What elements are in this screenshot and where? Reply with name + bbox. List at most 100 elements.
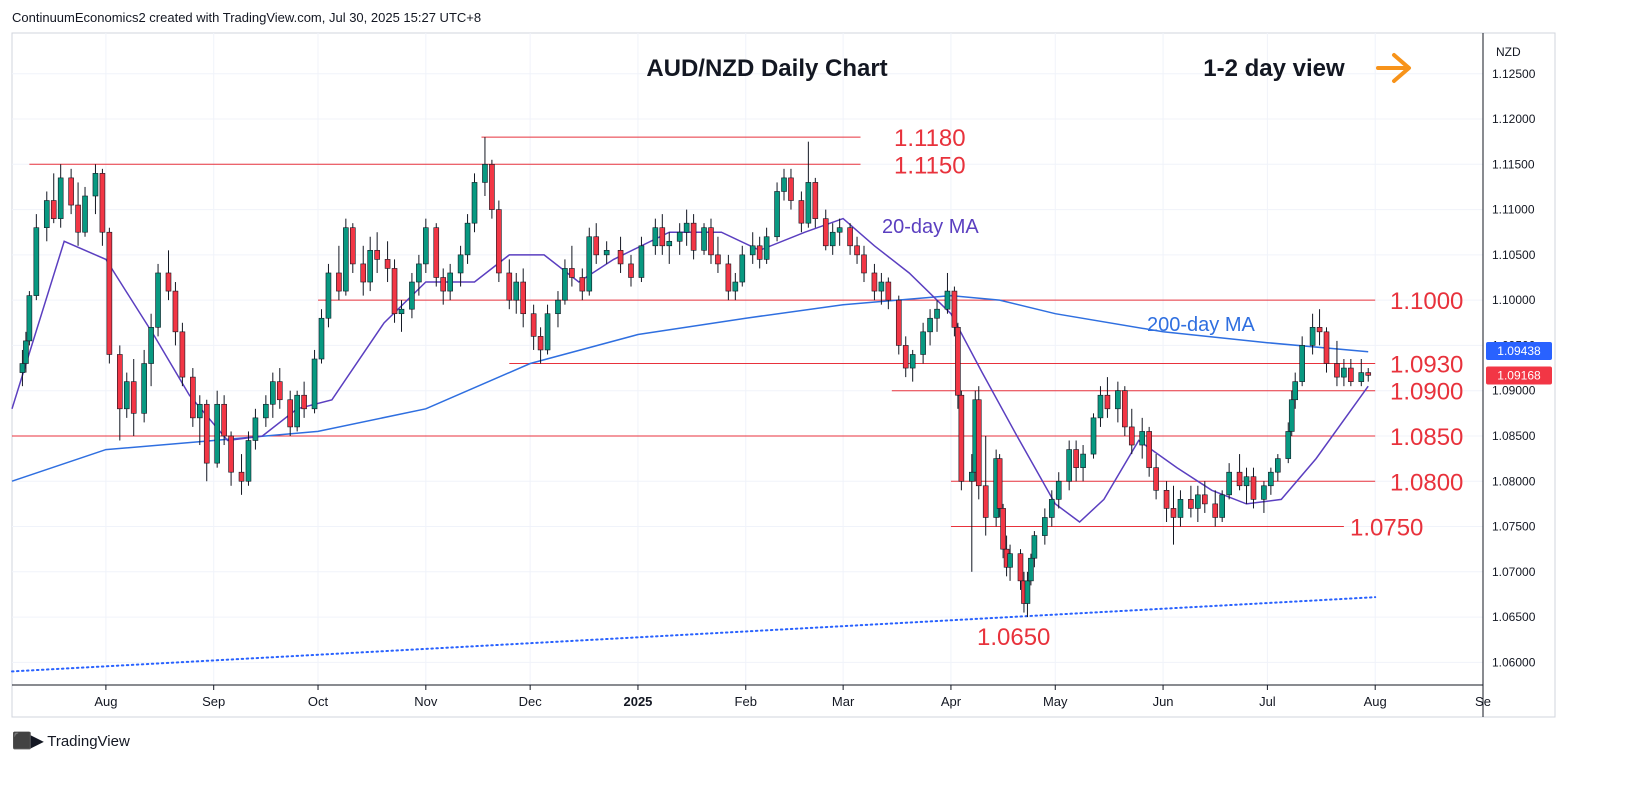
candle-body bbox=[196, 403, 203, 419]
candle-body bbox=[416, 263, 422, 283]
y-tick-label: 1.09000 bbox=[1492, 384, 1536, 398]
candle-body bbox=[409, 281, 415, 310]
chart-frame bbox=[11, 32, 1556, 718]
candle bbox=[482, 137, 488, 196]
tradingview-logo[interactable]: ⬛▶ TradingView bbox=[12, 731, 130, 751]
candle bbox=[1188, 485, 1194, 518]
candle bbox=[23, 331, 29, 373]
candle bbox=[1007, 544, 1013, 581]
candle bbox=[774, 182, 780, 242]
candle bbox=[638, 236, 645, 283]
candle-body bbox=[1090, 417, 1097, 455]
candle-body bbox=[1153, 467, 1159, 491]
candle-body bbox=[1201, 494, 1208, 505]
candle-body bbox=[1048, 499, 1055, 518]
x-tick-label: Mar bbox=[832, 694, 855, 709]
candle-body bbox=[263, 403, 269, 419]
candle-body bbox=[276, 381, 283, 401]
level-label: 1.0900 bbox=[1390, 379, 1463, 406]
candle bbox=[756, 236, 763, 269]
candle-body bbox=[909, 354, 916, 369]
candle-body bbox=[1017, 553, 1024, 582]
candle-body bbox=[739, 254, 746, 283]
candle-body bbox=[822, 218, 829, 247]
candle-body bbox=[270, 381, 276, 405]
candle-body bbox=[1066, 449, 1072, 482]
candle-body bbox=[895, 299, 902, 346]
candle-body bbox=[318, 317, 325, 360]
candle-body bbox=[130, 381, 137, 414]
candle bbox=[1341, 359, 1347, 387]
candle-body bbox=[179, 331, 186, 378]
candle bbox=[391, 259, 398, 323]
candle-body bbox=[43, 200, 50, 228]
candle bbox=[732, 272, 739, 301]
candle bbox=[996, 454, 1003, 518]
candle-body bbox=[715, 254, 721, 265]
candle bbox=[57, 164, 64, 228]
candle-body bbox=[562, 268, 568, 301]
price-tag-label: 1.09168 bbox=[1497, 368, 1541, 382]
candle-body bbox=[336, 272, 342, 292]
candle bbox=[701, 223, 707, 255]
candle bbox=[927, 309, 933, 346]
candle-body bbox=[1365, 372, 1372, 376]
candle bbox=[360, 245, 367, 296]
candle bbox=[117, 345, 123, 441]
candle bbox=[252, 408, 259, 450]
candle-body bbox=[99, 173, 106, 233]
candle bbox=[165, 250, 172, 301]
candle bbox=[423, 218, 429, 273]
candle bbox=[68, 168, 74, 215]
candle-body bbox=[666, 240, 673, 247]
candle bbox=[263, 395, 269, 427]
candle bbox=[530, 304, 537, 350]
candle-body bbox=[1292, 381, 1299, 401]
y-tick-label: 1.06500 bbox=[1492, 610, 1536, 624]
candle-body bbox=[447, 272, 453, 292]
candle bbox=[270, 372, 276, 418]
candle-body bbox=[19, 363, 26, 373]
candle-body bbox=[238, 471, 245, 482]
candle-body bbox=[1128, 426, 1135, 446]
candle bbox=[1031, 531, 1038, 568]
candle bbox=[617, 236, 624, 273]
candle-body bbox=[520, 281, 526, 315]
candle bbox=[951, 286, 958, 337]
candle-body bbox=[788, 177, 794, 201]
candle bbox=[1299, 336, 1305, 387]
x-tick-label: Jul bbox=[1259, 694, 1276, 709]
candle bbox=[1358, 359, 1365, 387]
candle bbox=[1288, 390, 1295, 436]
candle-body bbox=[148, 327, 154, 364]
x-tick-label: Aug bbox=[1364, 694, 1387, 709]
candle bbox=[43, 191, 50, 242]
candle bbox=[349, 223, 356, 273]
candle-body bbox=[861, 254, 867, 274]
candle bbox=[725, 254, 732, 301]
arrow-right-icon bbox=[1376, 53, 1411, 83]
candle-body bbox=[325, 272, 332, 319]
price-tag-label: 1.09438 bbox=[1497, 344, 1541, 358]
candle bbox=[99, 168, 106, 246]
candle bbox=[1170, 485, 1177, 545]
candle bbox=[433, 223, 440, 287]
candle-body bbox=[756, 245, 763, 260]
candle-body bbox=[57, 177, 64, 219]
candle-body bbox=[1195, 494, 1201, 509]
candle bbox=[934, 300, 940, 332]
candle bbox=[763, 227, 770, 264]
price-tags: 1.09438 1.09168 bbox=[1486, 342, 1552, 385]
candle bbox=[1219, 490, 1225, 522]
candle bbox=[749, 232, 756, 264]
candle-body bbox=[1115, 390, 1121, 410]
candle bbox=[593, 223, 600, 264]
candle-body bbox=[464, 222, 471, 256]
candle bbox=[1323, 327, 1330, 373]
candle-body bbox=[812, 182, 819, 219]
candle bbox=[829, 223, 836, 255]
x-tick-label: 2025 bbox=[623, 694, 652, 709]
candle-body bbox=[374, 250, 380, 260]
